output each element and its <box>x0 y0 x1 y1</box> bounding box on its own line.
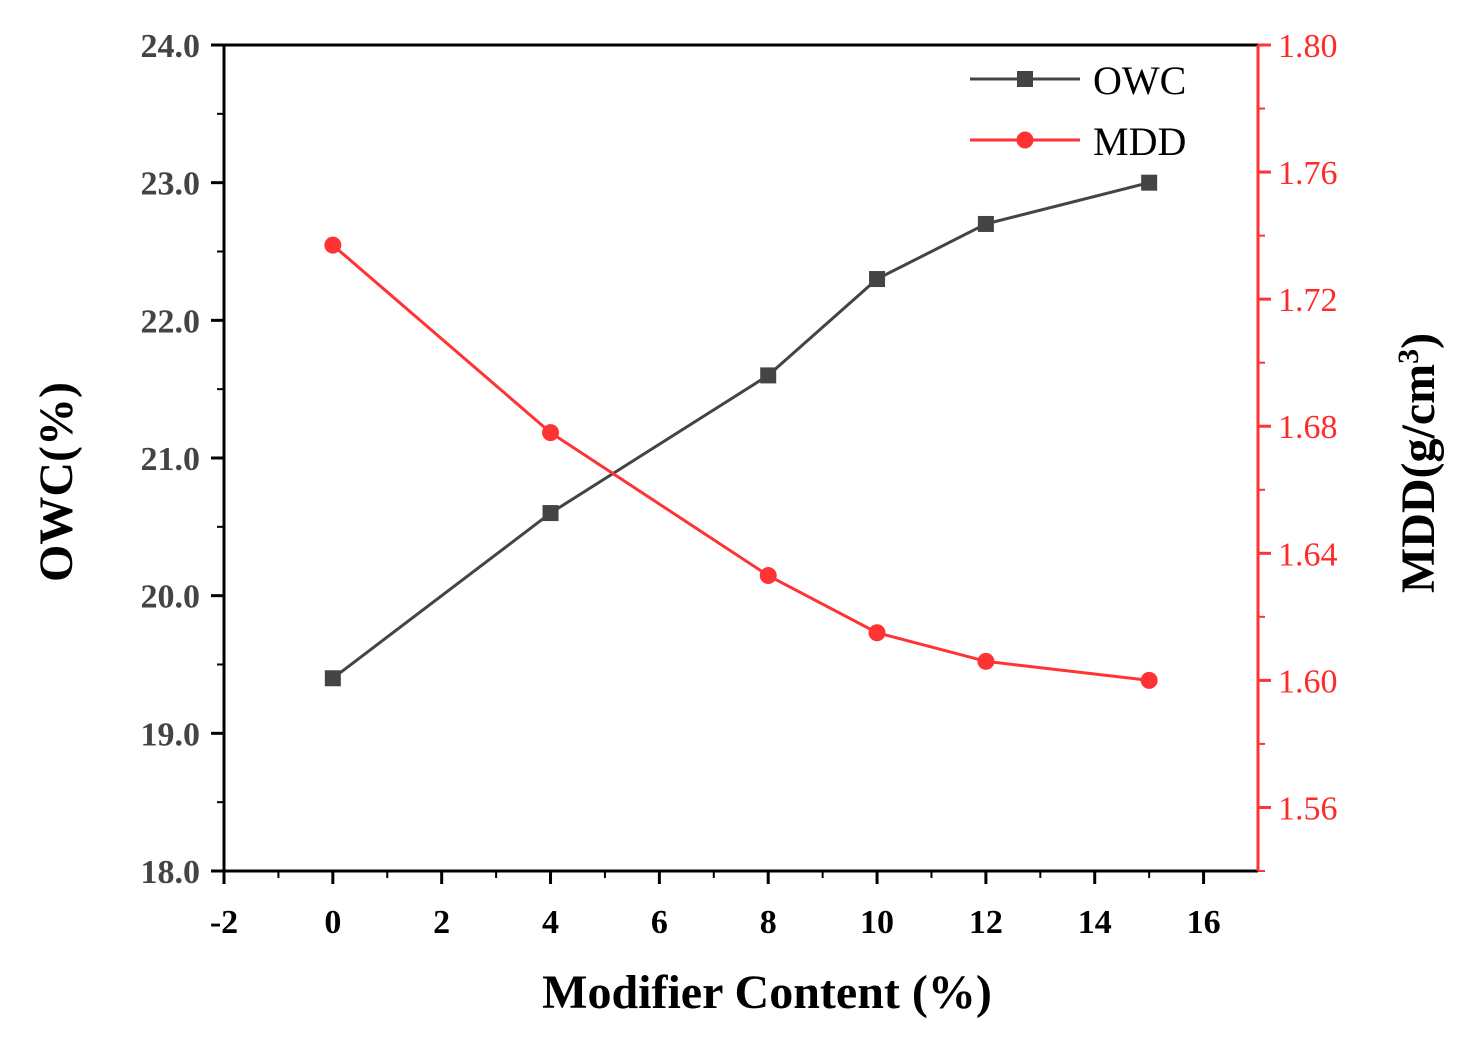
x-tick-label: 0 <box>324 904 341 941</box>
owc-data-point <box>977 215 994 232</box>
mdd-data-point <box>542 424 560 442</box>
owc-data-point <box>1141 174 1158 191</box>
mdd-series-line <box>331 244 1150 682</box>
y-right-title-suffix: ) <box>1392 333 1445 349</box>
owc-series-line <box>331 181 1150 680</box>
mdd-data-point <box>868 624 886 642</box>
legend-mdd-label: MDD <box>1093 119 1186 164</box>
y-right-title-main: MDD(g/cm <box>1392 364 1445 593</box>
x-tick-label: 12 <box>969 904 1003 941</box>
mdd-data-point <box>1140 671 1158 689</box>
y-right-tick-label: 1.72 <box>1278 282 1338 319</box>
chart-legend: OWC MDD <box>970 58 1186 164</box>
y-right-tick-label: 1.80 <box>1278 28 1338 65</box>
y-left-tick-label: 20.0 <box>141 579 201 616</box>
y-left-tick-label: 21.0 <box>141 441 201 478</box>
y-right-axis-title: MDD(g/cm3) <box>1392 333 1445 593</box>
y-left-tick-label: 18.0 <box>141 854 201 891</box>
y-right-tick-label: 1.68 <box>1278 409 1338 446</box>
mdd-data-point <box>977 652 995 670</box>
x-tick-label: 6 <box>651 904 668 941</box>
legend-mdd-marker <box>1016 131 1034 149</box>
y-left-tick-label: 22.0 <box>141 303 201 340</box>
x-tick-label: 2 <box>433 904 450 941</box>
owc-data-point <box>760 367 777 384</box>
y-left-tick-label: 19.0 <box>141 716 201 753</box>
x-tick-label: 10 <box>860 904 894 941</box>
x-tick-label: 8 <box>760 904 777 941</box>
x-tick-label: 14 <box>1078 904 1112 941</box>
y-left-axis-title: OWC(%) <box>30 382 83 582</box>
x-tick-label: -2 <box>210 904 238 941</box>
legend-owc-label: OWC <box>1093 58 1186 103</box>
owc-data-point <box>542 505 559 522</box>
mdd-data-point <box>759 567 777 585</box>
mdd-data-point <box>324 236 342 254</box>
legend-owc-marker <box>1017 71 1033 87</box>
chart-series <box>324 174 1158 689</box>
chart-axes: -2 0 2 4 6 8 10 12 14 16 18.0 19.0 20.0 21.0 22.0 23.0 2… <box>141 28 1338 941</box>
y-left-tick-label: 23.0 <box>141 166 201 203</box>
x-axis-title: Modifier Content (%) <box>542 966 992 1019</box>
owc-data-point <box>324 670 341 687</box>
y-right-tick-label: 1.60 <box>1278 663 1338 700</box>
y-left-tick-label: 24.0 <box>141 28 201 65</box>
y-right-tick-label: 1.76 <box>1278 155 1338 192</box>
x-tick-label: 4 <box>542 904 559 941</box>
y-right-tick-label: 1.64 <box>1278 536 1338 573</box>
x-tick-label: 16 <box>1187 904 1221 941</box>
owc-data-point <box>869 271 886 288</box>
y-right-title-superscript: 3 <box>1392 349 1425 364</box>
y-right-tick-label: 1.56 <box>1278 790 1338 827</box>
